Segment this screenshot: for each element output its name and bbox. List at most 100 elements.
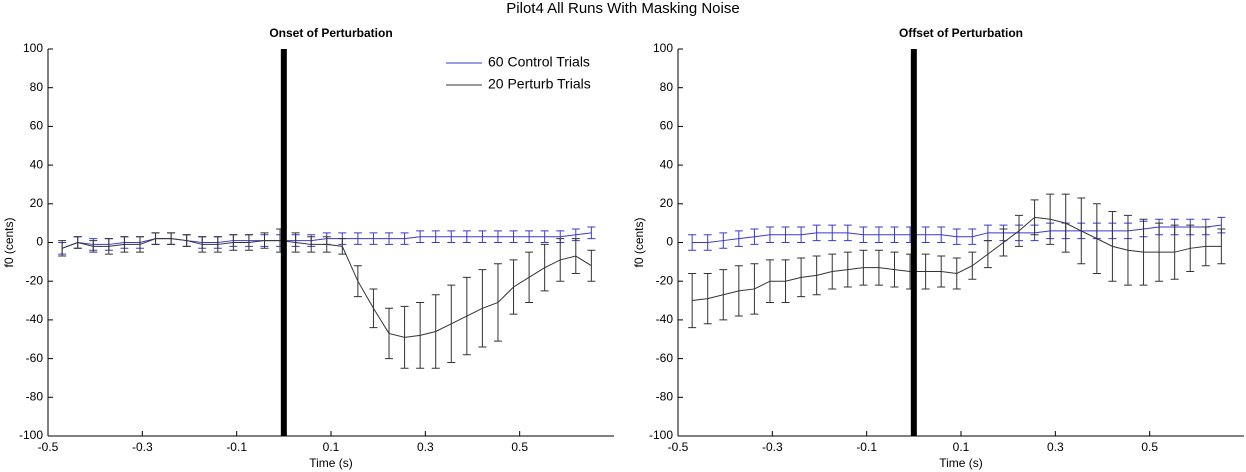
legend-label: 20 Perturb Trials: [488, 76, 591, 92]
error-bar: [983, 240, 992, 269]
error-bar: [182, 234, 191, 247]
y-tick-label: -80: [656, 389, 674, 403]
error-bar: [400, 232, 409, 245]
error-bar: [493, 263, 502, 342]
x-tick-label: -0.1: [856, 440, 877, 454]
error-bar: [859, 249, 868, 286]
x-tick-label: 0.5: [1141, 440, 1158, 454]
error-bar: [353, 265, 362, 298]
error-bar: [1077, 197, 1086, 265]
y-tick-label: -100: [19, 428, 43, 442]
error-bar: [400, 305, 409, 369]
x-tick-label: 0.3: [1047, 440, 1064, 454]
error-bar: [1030, 199, 1039, 236]
error-bar: [921, 253, 930, 290]
error-bar: [1170, 224, 1179, 280]
y-tick-label: 0: [666, 235, 673, 249]
error-bar: [369, 232, 378, 245]
figure-title: Pilot4 All Runs With Masking Noise: [506, 0, 739, 17]
error-bar: [135, 236, 144, 253]
error-bar: [688, 234, 697, 251]
error-bar: [688, 272, 697, 329]
error-bar: [260, 232, 269, 249]
error-bar: [843, 224, 852, 242]
y-tick-label: -20: [656, 273, 674, 287]
y-tick-label: -60: [26, 351, 44, 365]
error-bar: [1061, 193, 1070, 253]
error-bar: [797, 257, 806, 298]
error-bar: [447, 230, 456, 243]
error-bar: [812, 224, 821, 242]
error-bar: [952, 257, 961, 290]
error-bar: [750, 228, 759, 245]
y-tick-label: 40: [660, 157, 674, 171]
error-bar: [307, 236, 316, 253]
error-bar: [921, 226, 930, 243]
error-bar: [719, 232, 728, 249]
error-bar: [765, 226, 774, 243]
error-bar: [462, 230, 471, 243]
error-bar: [462, 276, 471, 356]
error-bar: [120, 236, 129, 253]
error-bar: [1108, 211, 1117, 282]
subplot-title: Onset of Perturbation: [269, 26, 392, 40]
series-line: [61, 238, 592, 338]
x-axis-label: Time (s): [309, 456, 353, 470]
x-axis-label: Time (s): [939, 456, 983, 470]
error-bar: [937, 255, 946, 288]
y-tick-label: 40: [30, 157, 44, 171]
error-bar: [571, 238, 580, 274]
error-bar: [1015, 214, 1024, 247]
error-bar: [999, 228, 1008, 257]
error-bar: [322, 236, 331, 253]
y-tick-label: 100: [653, 41, 673, 55]
x-tick-label: 0.5: [511, 440, 528, 454]
legend-box: [442, 51, 610, 97]
error-bar: [338, 238, 347, 255]
error-bar: [1201, 226, 1210, 267]
error-bar: [525, 251, 534, 303]
error-bar: [353, 232, 362, 245]
y-tick-label: 80: [660, 80, 674, 94]
error-bar: [1186, 224, 1195, 273]
error-bar: [859, 226, 868, 243]
error-bar: [703, 234, 712, 251]
error-bar: [556, 238, 565, 282]
error-bar: [812, 255, 821, 296]
error-bar: [734, 230, 743, 247]
x-tick-label: 0.1: [323, 440, 340, 454]
y-tick-label: -40: [656, 312, 674, 326]
y-tick-label: -40: [26, 312, 44, 326]
error-bar: [1139, 218, 1148, 286]
error-bar: [828, 224, 837, 242]
error-bar: [104, 238, 113, 255]
error-bar: [1046, 193, 1055, 245]
error-bar: [734, 265, 743, 317]
error-bar: [369, 288, 378, 329]
error-bar: [244, 234, 253, 251]
y-axis-label: f0 (cents): [2, 217, 16, 267]
error-bar: [447, 284, 456, 363]
error-bar: [229, 234, 238, 251]
y-tick-label: 60: [30, 119, 44, 133]
error-bar: [493, 230, 502, 243]
error-bar: [151, 232, 160, 245]
y-tick-label: 20: [660, 196, 674, 210]
y-tick-label: -80: [26, 389, 44, 403]
error-bar: [73, 236, 82, 249]
error-bar: [828, 253, 837, 290]
error-bar: [587, 249, 596, 282]
error-bar: [416, 301, 425, 369]
error-bar: [509, 259, 518, 315]
error-bar: [587, 226, 596, 240]
error-bar: [525, 230, 534, 243]
y-tick-label: 20: [30, 196, 44, 210]
x-tick-label: -0.5: [38, 440, 59, 454]
x-tick-label: -0.3: [132, 440, 153, 454]
error-bar: [781, 226, 790, 243]
error-bar: [765, 259, 774, 303]
error-bar: [1217, 228, 1226, 265]
error-bar: [540, 230, 549, 243]
perturbation-line: [280, 49, 287, 436]
